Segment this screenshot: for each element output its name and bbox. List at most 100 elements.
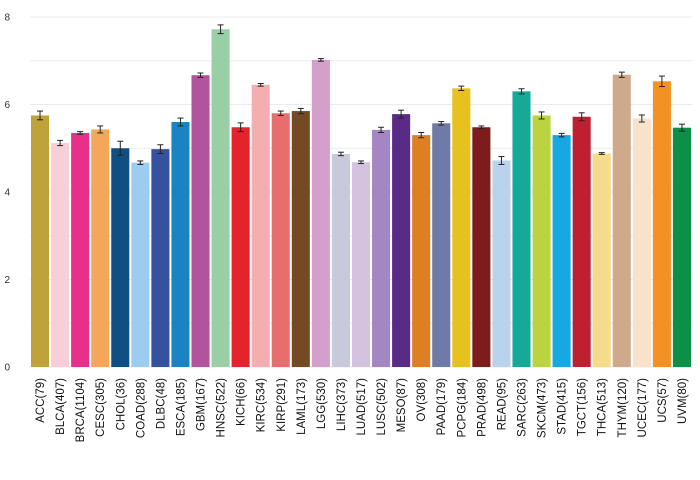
x-tick-label: UVM(80) xyxy=(677,378,689,424)
bar-brca xyxy=(71,132,90,367)
error-bar-acc xyxy=(37,110,44,121)
error-bar-meso xyxy=(398,109,405,119)
error-bar-lihc xyxy=(337,151,344,157)
y-tick-label: 8 xyxy=(4,13,10,24)
x-tick-label: KIRP(291) xyxy=(276,378,288,432)
x-tick-label: PCPG(184) xyxy=(456,378,468,438)
bar-ov xyxy=(412,135,431,367)
error-bar-chol xyxy=(117,140,124,156)
error-bar-thca xyxy=(598,152,605,155)
x-tick-label: LUSC(502) xyxy=(376,378,388,436)
x-tick-label: MESO(87) xyxy=(396,378,408,432)
error-bar-sarc xyxy=(518,88,525,95)
y-tick-label: 6 xyxy=(4,100,10,111)
bar-chol xyxy=(111,148,130,367)
error-bar-prad xyxy=(478,125,485,130)
x-tick-label: KIRC(534) xyxy=(256,378,268,432)
bar-luad xyxy=(351,162,371,367)
bar-lusc xyxy=(372,129,391,367)
x-tick-label: CESC(305) xyxy=(95,378,107,437)
y-tick-label: 0 xyxy=(4,363,10,374)
error-bar-pcpg xyxy=(458,85,465,91)
x-tick-label: LAML(173) xyxy=(296,378,308,435)
error-bar-lgg xyxy=(317,58,324,62)
x-tick-label: LIHC(373) xyxy=(336,378,348,431)
x-tick-label: UCS(57) xyxy=(657,378,669,423)
error-bar-esca xyxy=(177,117,184,127)
x-tick-label: SKCM(473) xyxy=(537,378,549,438)
x-tick-label: PRAD(498) xyxy=(476,378,488,437)
bar-pcpg xyxy=(452,88,471,367)
bar-prad xyxy=(472,127,491,367)
error-bar-kich xyxy=(237,122,244,133)
bar-meso xyxy=(392,114,411,367)
bar-lgg xyxy=(311,59,330,367)
x-tick-label: SARC(263) xyxy=(516,378,528,437)
x-axis-labels: ACC(79) BLCA(407) BRCA(1104) CESC(305) CHOL(… xyxy=(35,378,689,443)
error-bar-laml xyxy=(297,107,304,115)
error-bar-stad xyxy=(558,132,565,138)
bar-gbm xyxy=(191,75,210,367)
y-tick-label: 4 xyxy=(4,188,10,199)
bar-acc xyxy=(31,115,50,367)
bar-sarc xyxy=(512,91,531,367)
bar-skcm xyxy=(532,115,551,367)
bar-lihc xyxy=(331,153,350,367)
x-tick-label: LUAD(517) xyxy=(356,378,368,436)
bar-kirp xyxy=(271,113,290,367)
error-bars xyxy=(37,24,685,165)
bar-tgct xyxy=(572,116,591,367)
error-bar-kirc xyxy=(257,83,264,87)
x-tick-label: OV(308) xyxy=(416,378,428,422)
error-bar-skcm xyxy=(538,111,545,120)
error-bar-ov xyxy=(418,132,425,139)
bar-paad xyxy=(432,123,451,367)
error-bar-ucec xyxy=(638,114,645,123)
error-bar-coad xyxy=(137,160,144,165)
error-bar-ucs xyxy=(658,75,665,88)
x-tick-label: HNSC(522) xyxy=(216,378,228,438)
error-bar-paad xyxy=(438,121,445,126)
error-bar-kirp xyxy=(277,110,284,116)
error-bar-thym xyxy=(618,71,625,78)
error-bar-lusc xyxy=(378,126,385,133)
bar-thca xyxy=(592,153,611,367)
x-tick-label: BLCA(407) xyxy=(55,378,67,435)
error-bar-gbm xyxy=(197,72,204,78)
x-tick-label: GBM(167) xyxy=(196,378,208,431)
error-bar-read xyxy=(498,156,505,165)
bar-uvm xyxy=(672,127,691,367)
y-tick-label: 2 xyxy=(4,275,10,286)
bar-stad xyxy=(552,135,571,367)
bar-coad xyxy=(131,162,150,367)
error-bar-hnsc xyxy=(217,24,224,35)
error-bar-luad xyxy=(358,160,364,165)
x-tick-label: READ(95) xyxy=(496,378,508,431)
x-tick-label: BRCA(1104) xyxy=(75,378,87,443)
error-bar-cesc xyxy=(97,125,104,134)
x-tick-label: ESCA(185) xyxy=(175,378,187,436)
bars xyxy=(31,29,691,367)
bar-hnsc xyxy=(211,29,230,367)
bar-kirc xyxy=(251,84,270,367)
error-bar-tgct xyxy=(578,112,585,122)
y-axis-ticks: 0 2 4 6 8 xyxy=(4,13,10,374)
bar-esca xyxy=(171,122,190,367)
x-tick-label: THYM(120) xyxy=(617,378,629,438)
x-tick-label: UCEC(177) xyxy=(637,378,649,438)
x-tick-label: LGG(530) xyxy=(316,378,328,429)
bar-read xyxy=(492,160,511,367)
x-tick-label: STAD(415) xyxy=(557,378,569,435)
x-tick-label: PAAD(179) xyxy=(436,378,448,435)
bar-laml xyxy=(291,111,310,367)
x-tick-label: TGCT(156) xyxy=(577,378,589,436)
bar-dlbc xyxy=(151,149,170,367)
bar-kich xyxy=(231,127,250,367)
x-tick-label: THCA(513) xyxy=(597,378,609,436)
x-tick-label: COAD(288) xyxy=(135,378,147,438)
x-tick-label: ACC(79) xyxy=(35,378,47,423)
x-tick-label: KICH(66) xyxy=(236,378,248,426)
error-bar-brca xyxy=(77,131,84,135)
error-bar-blca xyxy=(57,139,64,147)
